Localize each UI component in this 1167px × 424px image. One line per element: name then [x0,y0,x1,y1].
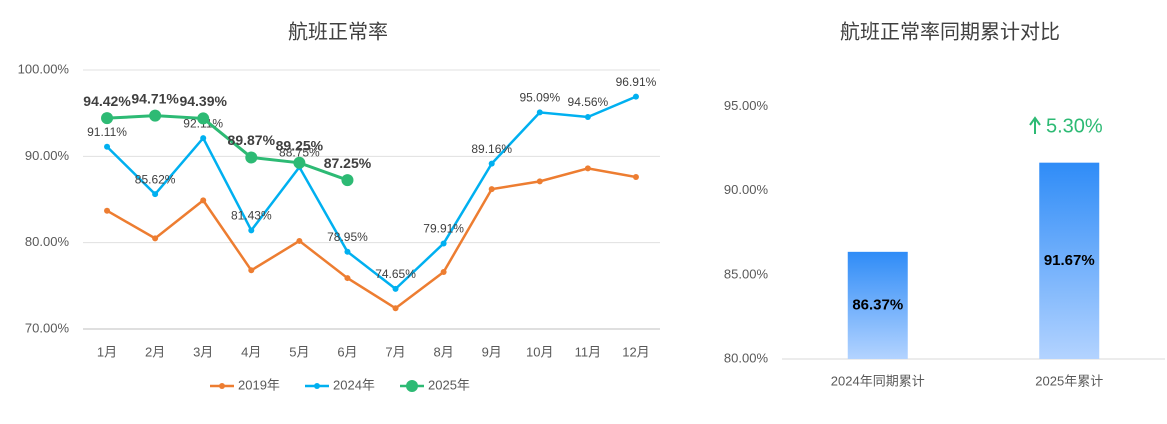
data-label: 86.37% [852,296,903,313]
data-point [632,93,639,100]
data-point [104,207,111,214]
data-point [245,151,258,164]
x-tick-label: 4月 [241,344,261,359]
y-tick-label: 100.00% [18,61,70,76]
data-point [197,112,210,125]
data-point [152,191,159,198]
data-point [101,112,114,125]
data-point [488,160,495,167]
data-point [344,248,351,255]
legend-marker [314,383,320,389]
data-label: 91.67% [1044,252,1095,269]
data-point [488,186,495,193]
data-point [584,165,591,172]
legend-label: 2025年 [428,377,470,392]
y-tick-label: 80.00% [724,350,769,365]
data-label: 81.43% [231,208,272,222]
data-point [149,109,162,122]
data-point [200,135,207,142]
legend-label: 2019年 [238,377,280,392]
data-point [392,305,399,312]
x-tick-label: 3月 [193,344,213,359]
legend-marker [406,380,418,392]
data-point [536,178,543,185]
data-point [344,275,351,282]
data-label: 79.91% [423,222,464,236]
legend-label: 2024年 [333,377,375,392]
data-label: 87.25% [324,155,372,171]
bar [847,251,908,359]
data-label: 78.95% [327,230,368,244]
y-tick-label: 90.00% [724,182,769,197]
data-point [536,109,543,116]
data-label: 94.42% [83,93,131,109]
legend-marker [219,383,225,389]
data-label: 91.11% [87,125,127,139]
data-label: 94.56% [568,95,609,109]
x-tick-label: 5月 [289,344,309,359]
data-point [248,267,255,274]
x-tick-label: 6月 [337,344,357,359]
data-label: 89.87% [228,132,276,148]
data-label: 94.71% [131,90,179,106]
data-point [584,113,591,120]
annotation: 5.30% [1046,115,1103,137]
series-line [106,114,348,182]
x-tick-label: 2月 [145,344,165,359]
data-label: 89.16% [471,142,512,156]
y-tick-label: 90.00% [25,148,70,163]
data-point [341,174,354,187]
data-label: 94.39% [179,93,227,109]
data-point [392,285,399,292]
x-tick-label: 12月 [622,344,649,359]
x-tick-label: 11月 [575,344,602,359]
data-point [440,269,447,276]
series-line [106,95,637,291]
data-label: 74.65% [375,267,416,281]
chart-title: 航班正常率同期累计对比 [840,20,1060,43]
data-point [293,156,306,169]
y-tick-label: 85.00% [724,266,769,281]
chart-title: 航班正常率 [288,20,388,43]
data-label: 89.25% [276,138,324,154]
x-tick-label: 9月 [482,344,502,359]
data-label: 95.09% [519,91,560,105]
y-tick-label: 70.00% [25,320,70,335]
data-point [632,174,639,181]
data-label: 88.75% [279,145,320,159]
series-line [106,167,637,310]
x-tick-label: 2025年累计 [1035,373,1103,388]
up-arrow [1029,116,1041,134]
data-point [200,197,207,204]
data-point [248,227,255,234]
data-point [296,237,303,244]
x-tick-label: 8月 [434,344,454,359]
y-tick-label: 95.00% [724,98,769,113]
data-point [440,240,447,247]
x-tick-label: 7月 [385,344,405,359]
x-tick-label: 10月 [526,344,553,359]
y-tick-label: 80.00% [25,234,70,249]
data-point [152,235,159,242]
data-point [104,143,111,150]
bar [1039,162,1100,359]
x-tick-label: 1月 [97,344,117,359]
x-tick-label: 2024年同期累计 [831,373,925,388]
data-label: 96.91% [616,75,657,89]
data-label: 85.62% [135,172,176,186]
